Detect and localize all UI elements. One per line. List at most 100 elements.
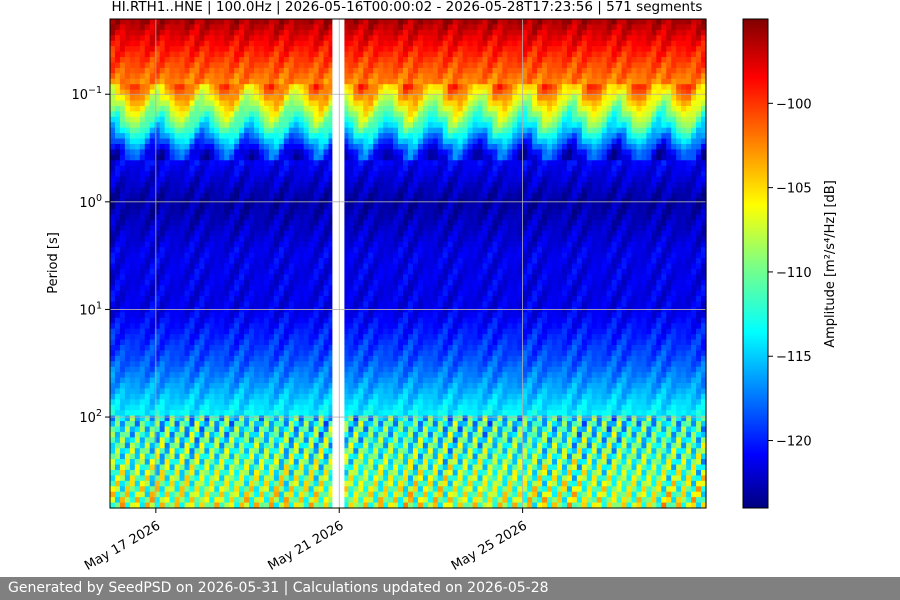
heatmap-cell (239, 143, 245, 150)
heatmap-cell (199, 377, 205, 384)
heatmap-cell (348, 73, 354, 80)
heatmap-cell (244, 230, 250, 237)
heatmap-cell (363, 192, 369, 199)
heatmap-cell (313, 149, 320, 156)
heatmap-cell (343, 285, 349, 292)
heatmap-cell (229, 100, 235, 107)
heatmap-cell (328, 268, 335, 275)
heatmap-cell (303, 62, 310, 69)
heatmap-cell (229, 268, 235, 275)
heatmap-cell (298, 143, 305, 150)
heatmap-cell (124, 241, 131, 248)
heatmap-cell (263, 149, 270, 156)
heatmap-cell (308, 345, 315, 352)
heatmap-cell (199, 24, 205, 31)
heatmap-cell (363, 317, 369, 324)
heatmap-cell (134, 192, 141, 199)
heatmap-cell (164, 111, 171, 118)
heatmap-cell (239, 306, 245, 313)
heatmap-cell (134, 122, 141, 129)
heatmap-cell (189, 404, 196, 411)
heatmap-cell (308, 127, 315, 134)
heatmap-cell (159, 203, 166, 210)
heatmap-cell (343, 317, 349, 324)
heatmap-cell (139, 306, 146, 313)
heatmap-cell (298, 448, 305, 455)
heatmap-cell (179, 84, 186, 91)
heatmap-cell (159, 464, 166, 471)
heatmap-cell (363, 480, 369, 487)
heatmap-cell (288, 442, 295, 449)
heatmap-cell (249, 198, 255, 205)
heatmap-cell (363, 502, 369, 509)
heatmap-cell (353, 372, 359, 379)
heatmap-cell (378, 459, 384, 466)
heatmap-cell (229, 263, 235, 270)
heatmap-cell (209, 306, 215, 313)
heatmap-cell (204, 301, 210, 308)
heatmap-cell (114, 268, 121, 275)
heatmap-cell (124, 89, 131, 96)
heatmap-cell (179, 345, 186, 352)
heatmap-cell (318, 453, 325, 460)
heatmap-cell (239, 345, 245, 352)
heatmap-cell (268, 263, 275, 270)
heatmap-cell (224, 258, 230, 265)
heatmap-cell (119, 459, 126, 466)
heatmap-cell (283, 230, 290, 237)
heatmap-cell (313, 143, 320, 150)
heatmap-cell (124, 165, 131, 172)
heatmap-cell (144, 133, 151, 140)
heatmap-cell (373, 252, 379, 259)
heatmap-cell (184, 241, 191, 248)
heatmap-cell (358, 258, 364, 265)
heatmap-cell (204, 393, 210, 400)
heatmap-cell (383, 133, 389, 140)
heatmap-cell (224, 263, 230, 270)
heatmap-cell (149, 464, 156, 471)
heatmap-cell (308, 306, 315, 313)
heatmap-cell (323, 355, 330, 362)
heatmap-cell (219, 404, 225, 411)
heatmap-cell (189, 116, 196, 123)
heatmap-cell (273, 442, 280, 449)
heatmap-cell (224, 486, 230, 493)
heatmap-cell (229, 198, 235, 205)
heatmap-cell (234, 187, 240, 194)
heatmap-cell (328, 258, 335, 265)
heatmap-cell (239, 301, 245, 308)
heatmap-cell (139, 459, 146, 466)
heatmap-cell (214, 214, 220, 221)
heatmap-cell (174, 230, 181, 237)
heatmap-cell (204, 19, 210, 26)
heatmap-cell (328, 122, 335, 129)
heatmap-cell (353, 306, 359, 313)
heatmap-cell (298, 111, 305, 118)
heatmap-cell (249, 317, 255, 324)
heatmap-cell (119, 46, 126, 53)
heatmap-cell (343, 220, 349, 227)
heatmap-cell (254, 225, 260, 232)
heatmap-cell (110, 241, 116, 248)
heatmap-cell (298, 258, 305, 265)
heatmap-cell (224, 339, 230, 346)
heatmap-cell (308, 480, 315, 487)
heatmap-cell (234, 437, 240, 444)
heatmap-cell (293, 122, 300, 129)
heatmap-cell (293, 57, 300, 64)
heatmap-cell (179, 40, 186, 47)
heatmap-cell (114, 323, 121, 330)
heatmap-cell (134, 486, 141, 493)
heatmap-cell (189, 51, 196, 58)
heatmap-cell (129, 410, 136, 417)
heatmap-cell (328, 176, 335, 183)
heatmap-cell (219, 100, 225, 107)
heatmap-cell (263, 192, 270, 199)
heatmap-cell (209, 377, 215, 384)
heatmap-cell (343, 480, 349, 487)
heatmap-cell (259, 154, 265, 161)
heatmap-cell (110, 290, 116, 297)
heatmap-cell (363, 95, 369, 102)
heatmap-cell (288, 236, 295, 243)
heatmap-cell (224, 252, 230, 259)
